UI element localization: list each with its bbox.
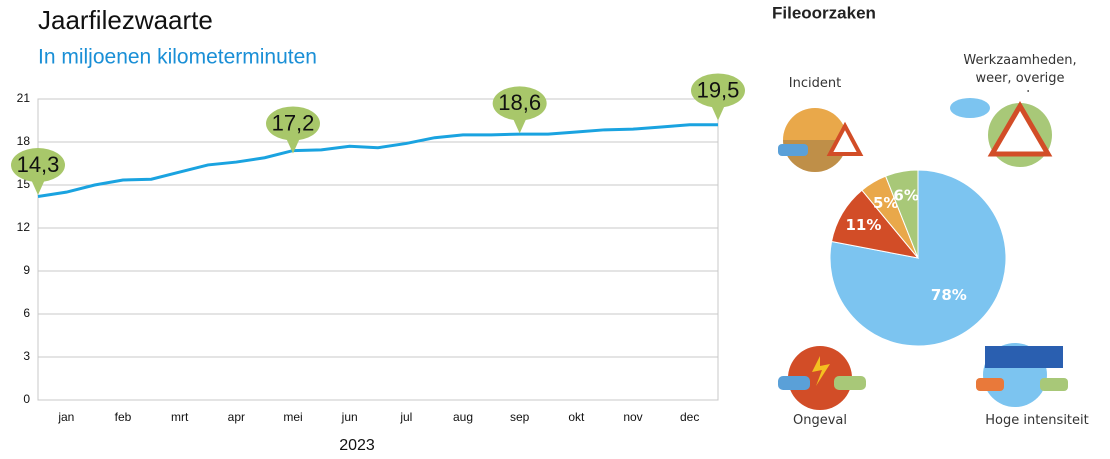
chart-title: Jaarfilezwaarte: [38, 5, 213, 35]
page: Jaarfilezwaarte In miljoenen kilometermi…: [0, 0, 1110, 454]
y-tick-label: 21: [17, 91, 31, 105]
y-tick-label: 6: [23, 306, 30, 320]
y-tick-label: 18: [17, 134, 31, 148]
callout-label: 18,6: [498, 90, 541, 115]
y-tick-label: 3: [23, 349, 30, 363]
icon-hoge-intensiteit: [976, 343, 1068, 407]
category-label-box: Incident: [755, 75, 875, 115]
category-label-box: Ongeval: [760, 412, 880, 452]
icon-ongeval: [778, 346, 866, 410]
y-tick-label: 0: [23, 392, 30, 406]
slice-label: 11%: [846, 216, 882, 234]
icon-incident: [778, 108, 860, 172]
pie-title: Fileoorzaken: [772, 3, 876, 22]
x-tick-label: nov: [623, 410, 642, 424]
x-tick-label: jul: [399, 410, 412, 424]
category-label: Werkzaamheden, weer, overige oorzaken: [945, 52, 1095, 92]
category-label: Hoge intensiteit: [977, 412, 1097, 430]
y-tick-label: 9: [23, 263, 30, 277]
y-tick-label: 12: [17, 220, 31, 234]
x-tick-label: feb: [115, 410, 132, 424]
callout-label: 17,2: [272, 110, 315, 135]
x-axis-label: 2023: [339, 437, 375, 454]
x-tick-label: sep: [510, 410, 530, 424]
category-label-box: Werkzaamheden, weer, overige oorzaken: [945, 52, 1095, 92]
x-tick-label: okt: [568, 410, 585, 424]
plot-frame: [38, 99, 718, 400]
category-label: Incident: [755, 75, 875, 93]
callout-label: 14,3: [17, 152, 60, 177]
x-tick-label: mei: [283, 410, 302, 424]
line: [38, 125, 718, 197]
slice-label: 6%: [893, 186, 918, 204]
icon-werkzaamheden: [950, 98, 1052, 167]
category-label-box: Hoge intensiteit: [977, 412, 1097, 452]
category-label: Ongeval: [760, 412, 880, 430]
callout-label: 19,5: [697, 77, 740, 102]
chart-subtitle: In miljoenen kilometerminuten: [38, 46, 317, 69]
x-tick-label: aug: [453, 410, 473, 424]
x-tick-label: jan: [57, 410, 74, 424]
slice-label: 78%: [931, 286, 967, 304]
x-tick-label: dec: [680, 410, 699, 424]
x-tick-label: mrt: [171, 410, 189, 424]
x-tick-label: apr: [228, 410, 245, 424]
x-tick-label: jun: [341, 410, 358, 424]
